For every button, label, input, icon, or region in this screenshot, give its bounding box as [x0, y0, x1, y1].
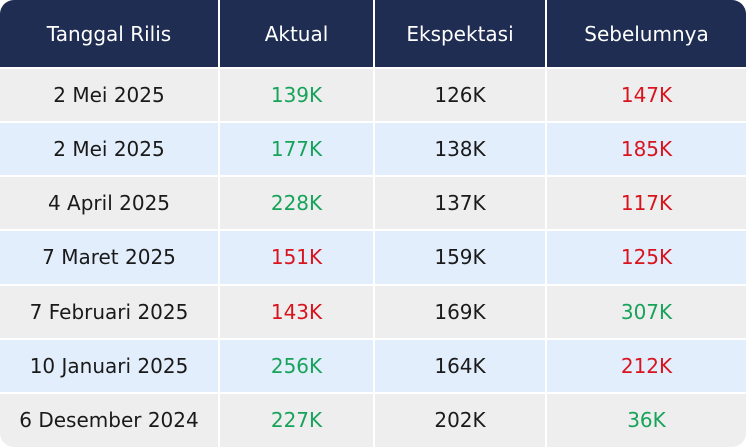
table-row: 6 Desember 2024 227K 202K 36K: [0, 391, 746, 447]
cell-expected: 126K: [374, 66, 547, 123]
cell-release-date: 4 April 2025: [0, 175, 220, 231]
cell-previous: 125K: [546, 229, 746, 285]
cell-release-date: 10 Januari 2025: [0, 337, 220, 393]
table-row: 7 Maret 2025 151K 159K 125K: [0, 229, 746, 285]
table-row: 10 Januari 2025 256K 164K 212K: [0, 337, 746, 393]
cell-previous: 117K: [546, 175, 746, 231]
cell-expected: 202K: [374, 391, 547, 447]
cell-previous: 36K: [546, 391, 746, 447]
cell-previous: 212K: [546, 337, 746, 393]
cell-expected: 169K: [374, 283, 547, 339]
cell-actual: 227K: [219, 391, 375, 447]
cell-expected: 137K: [374, 175, 547, 231]
cell-release-date: 2 Mei 2025: [0, 66, 220, 123]
table-row: 2 Mei 2025 139K 126K 147K: [0, 66, 746, 123]
cell-expected: 164K: [374, 337, 547, 393]
cell-actual: 143K: [219, 283, 375, 339]
table-row: 7 Februari 2025 143K 169K 307K: [0, 283, 746, 339]
cell-previous: 185K: [546, 121, 746, 177]
cell-expected: 159K: [374, 229, 547, 285]
cell-previous: 147K: [546, 66, 746, 123]
cell-actual: 139K: [219, 66, 375, 123]
cell-actual: 151K: [219, 229, 375, 285]
cell-release-date: 7 Maret 2025: [0, 229, 220, 285]
cell-actual: 256K: [219, 337, 375, 393]
cell-release-date: 7 Februari 2025: [0, 283, 220, 339]
header-expected: Ekspektasi: [374, 0, 547, 68]
header-previous: Sebelumnya: [546, 0, 746, 68]
cell-previous: 307K: [546, 283, 746, 339]
cell-release-date: 6 Desember 2024: [0, 391, 220, 447]
table-header-row: Tanggal Rilis Aktual Ekspektasi Sebelumn…: [0, 0, 746, 68]
cell-actual: 228K: [219, 175, 375, 231]
cell-release-date: 2 Mei 2025: [0, 121, 220, 177]
header-actual: Aktual: [219, 0, 375, 68]
cell-expected: 138K: [374, 121, 547, 177]
table-row: 4 April 2025 228K 137K 117K: [0, 175, 746, 231]
header-release-date: Tanggal Rilis: [0, 0, 220, 68]
table-row: 2 Mei 2025 177K 138K 185K: [0, 121, 746, 177]
cell-actual: 177K: [219, 121, 375, 177]
